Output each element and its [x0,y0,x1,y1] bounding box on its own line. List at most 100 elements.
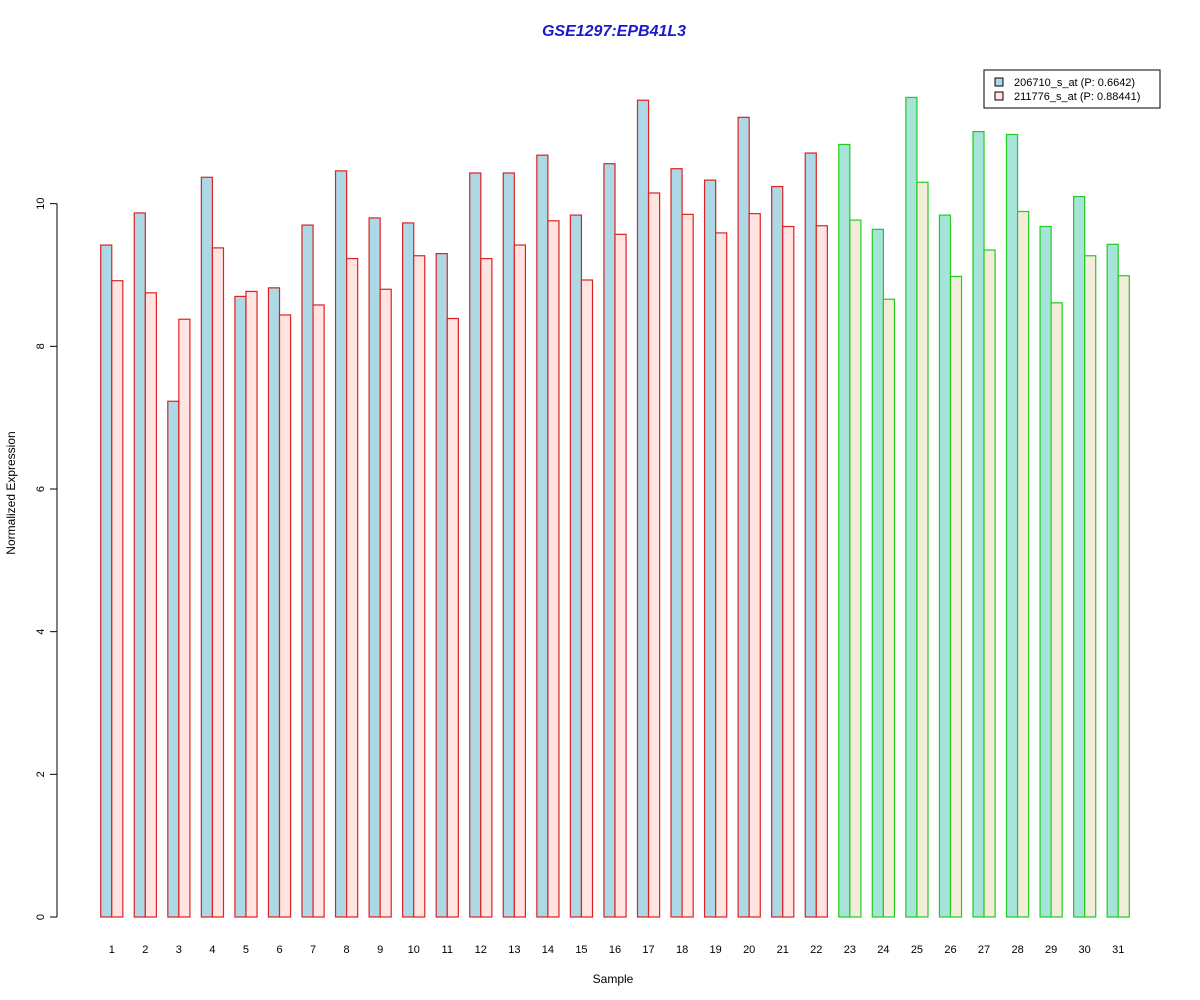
bar-sample-27-series-1 [972,131,985,918]
bar-sample-25-series-2 [916,181,929,918]
x-tick-label: 14 [542,944,554,956]
bar-sample-17-series-1 [636,99,650,918]
bar-sample-17-series-2 [647,192,661,918]
bar-sample-14-series-2 [547,220,560,918]
x-tick-label: 31 [1112,944,1124,956]
bar-sample-15-series-2 [580,279,594,918]
x-tick-label: 3 [176,944,182,956]
bar-sample-25-series-1 [905,96,918,918]
x-tick-label: 2 [142,944,148,956]
bar-sample-24-series-2 [882,298,896,918]
y-axis: 0 2 4 6 8 10 [35,198,58,920]
bar-sample-1-series-1 [100,244,113,918]
y-tick-label: 2 [35,771,47,777]
bar-sample-20-series-1 [737,116,750,918]
x-tick-label: 24 [877,944,889,956]
bar-sample-6-series-1 [267,287,281,918]
legend-label-series-2: 211776_s_at (P: 0.88441) [1014,91,1140,103]
y-tick-label: 0 [35,914,47,920]
x-tick-label: 11 [442,944,453,956]
x-tick-label: 6 [276,944,282,956]
x-tick-label: 9 [377,944,383,956]
bar-sample-11-series-2 [446,317,459,918]
bar-sample-10-series-2 [413,255,426,918]
y-axis-label: Normalized Expression [4,431,18,554]
bar-sample-11-series-1 [435,253,448,918]
legend-label-series-1: 206710_s_at (P: 0.6642) [1014,77,1135,89]
x-tick-label: 28 [1011,944,1023,956]
bar-sample-26-series-2 [949,275,963,918]
y-tick-label: 8 [35,343,47,349]
bar-sample-4-series-1 [200,176,214,918]
x-axis-label: Sample [593,972,634,986]
x-tick-label: 16 [609,944,621,956]
x-tick-label: 23 [844,944,856,956]
legend: 206710_s_at (P: 0.6642) 211776_s_at (P: … [983,69,1161,109]
bar-sample-5-series-1 [234,295,247,918]
x-tick-label: 7 [310,944,316,956]
bar-sample-18-series-1 [670,168,683,918]
x-tick-label: 8 [344,944,350,956]
x-tick-label: 19 [710,944,722,956]
x-tick-label: 26 [944,944,956,956]
bar-sample-16-series-2 [614,233,627,918]
x-tick-label: 5 [243,944,249,956]
x-tick-label: 1 [109,944,115,956]
x-tick-label: 25 [911,944,923,956]
bar-sample-30-series-1 [1073,195,1086,918]
x-tick-label: 12 [475,944,487,956]
bar-sample-9-series-1 [368,217,381,918]
bar-sample-27-series-2 [983,249,996,918]
bar-sample-16-series-1 [603,163,616,918]
bar-sample-19-series-1 [703,179,717,918]
y-tick-label: 6 [35,486,47,492]
bar-sample-19-series-2 [715,232,728,918]
bar-sample-6-series-2 [278,314,292,918]
x-tick-label: 13 [508,944,520,956]
x-tick-label: 17 [642,944,654,956]
bar-sample-18-series-2 [681,213,694,918]
bar-sample-3-series-1 [167,400,180,918]
bar-sample-10-series-1 [402,222,415,918]
bar-sample-8-series-2 [346,257,359,918]
bar-sample-30-series-2 [1084,255,1097,918]
legend-swatch-series-1 [994,77,1004,87]
bar-sample-12-series-1 [469,172,482,918]
bar-sample-3-series-2 [178,318,191,918]
bar-sample-23-series-1 [838,143,851,918]
bar-sample-7-series-1 [301,224,314,918]
bar-sample-21-series-1 [771,185,784,918]
bar-sample-26-series-1 [938,214,952,918]
bar-sample-20-series-2 [748,213,761,918]
bar-sample-8-series-1 [334,170,348,918]
bar-sample-7-series-2 [312,304,325,918]
bars-group [100,96,1130,918]
legend-box [983,69,1161,109]
bar-sample-24-series-1 [871,228,884,918]
bar-sample-1-series-2 [111,280,124,918]
x-tick-label: 30 [1079,944,1091,956]
bar-sample-13-series-2 [513,244,527,918]
x-axis: 1 2 3 4 5 6 7 8 9 10 11 12 13 14 15 16 17 18 19 20 21 22 23 24 2… [109,944,1125,956]
x-tick-label: 27 [978,944,990,956]
bar-sample-29-series-2 [1050,302,1063,918]
chart-title: GSE1297:EPB41L3 [542,23,686,40]
bar-sample-22-series-1 [804,152,817,918]
bar-sample-28-series-2 [1016,210,1030,918]
bar-sample-28-series-1 [1005,133,1019,918]
x-tick-label: 18 [676,944,688,956]
x-tick-label: 10 [408,944,420,956]
x-tick-label: 29 [1045,944,1057,956]
bar-sample-22-series-2 [815,225,828,918]
x-tick-label: 15 [575,944,587,956]
bar-sample-4-series-2 [211,247,225,918]
bar-sample-2-series-1 [133,212,146,918]
bar-sample-5-series-2 [245,290,258,918]
y-tick-label: 4 [35,629,47,635]
bar-sample-15-series-1 [569,214,583,918]
bar-sample-31-series-1 [1106,243,1119,918]
x-tick-label: 21 [777,944,789,956]
bar-sample-12-series-2 [480,257,493,918]
y-tick-label: 10 [35,198,47,210]
